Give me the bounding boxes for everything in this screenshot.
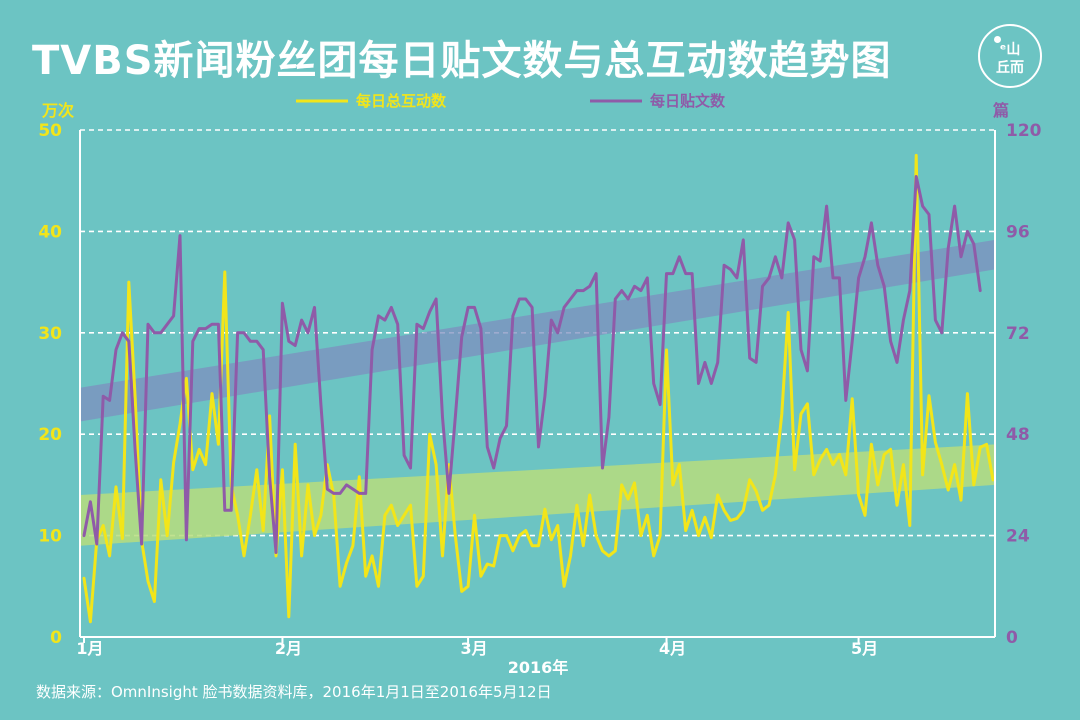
series-line-posts <box>82 175 982 554</box>
logo-text-top: ᵉ山 <box>999 42 1021 58</box>
right-tick-label-2: 48 <box>1006 425 1030 445</box>
brand-logo: ᵉ山 丘而 <box>978 24 1042 88</box>
tick-labels: 0 10 20 30 40 50 0 24 48 72 96 120 万次 篇 1月 2月 3月 4月 5月 2016… <box>38 101 1041 677</box>
x-tick-label-2: 3月 <box>461 639 488 658</box>
logo-text-bottom: 丘而 <box>996 60 1024 76</box>
x-tick-label-4: 5月 <box>851 639 878 658</box>
right-tick-label-5: 120 <box>1006 121 1042 141</box>
legend: 每日总互动数 每日贴文数 <box>296 92 726 110</box>
series-line-interactions <box>82 153 995 624</box>
x-axis-label: 2016年 <box>508 658 569 677</box>
right-tick-label-0: 0 <box>1006 628 1018 648</box>
left-axis-unit: 万次 <box>41 101 74 120</box>
legend-label-interactions: 每日总互动数 <box>356 92 447 110</box>
right-tick-label-4: 96 <box>1006 222 1030 242</box>
left-tick-label-2: 20 <box>38 425 62 445</box>
source-note: 数据来源：OmnInsight 脸书数据资料库，2016年1月1日至2016年5… <box>36 683 552 701</box>
logo-dot-icon <box>994 36 1001 43</box>
left-tick-label-3: 30 <box>38 324 62 344</box>
x-tick-label-0: 1月 <box>76 639 103 658</box>
axes <box>79 130 996 638</box>
x-tick-label-1: 2月 <box>275 639 302 658</box>
left-tick-label-5: 50 <box>38 121 62 141</box>
legend-label-posts: 每日贴文数 <box>650 92 726 110</box>
trend-band-interactions <box>80 444 995 546</box>
series-lines <box>82 153 995 624</box>
left-tick-label-4: 40 <box>38 222 62 242</box>
left-tick-label-0: 0 <box>50 628 62 648</box>
right-tick-label-3: 72 <box>1006 324 1030 344</box>
right-tick-label-1: 24 <box>1006 527 1030 547</box>
x-tick-label-3: 4月 <box>659 639 686 658</box>
right-axis-unit: 篇 <box>992 101 1009 120</box>
trend-band-posts <box>80 239 995 422</box>
trend-bands <box>80 239 995 546</box>
left-tick-label-1: 10 <box>38 527 62 547</box>
chart-title: TVBS新闻粉丝团每日贴文数与总互动数趋势图 <box>32 38 892 84</box>
